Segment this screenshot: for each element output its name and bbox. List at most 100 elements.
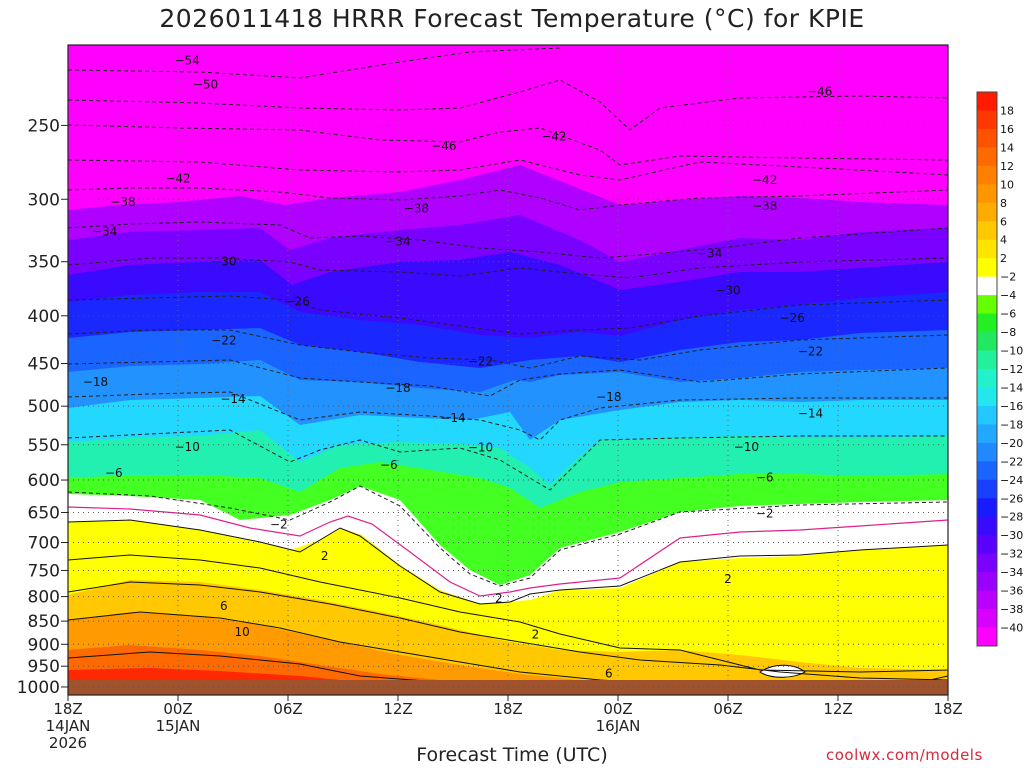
y-tick-label: 650 bbox=[28, 503, 60, 523]
colorbar-label: −24 bbox=[1000, 474, 1023, 487]
colorbar-label: −18 bbox=[1000, 418, 1023, 431]
contour-label: −14 bbox=[440, 411, 465, 425]
x-tick-label: 14JAN bbox=[46, 717, 91, 735]
contour-label: −30 bbox=[211, 255, 236, 269]
colorbar-label: −12 bbox=[1000, 363, 1023, 376]
x-tick-label: 00Z bbox=[163, 700, 192, 718]
x-tick-label: 18Z bbox=[493, 700, 522, 718]
contour-label: −38 bbox=[110, 195, 135, 209]
contour-label: −34 bbox=[697, 247, 722, 261]
colorbar-label: −38 bbox=[1000, 603, 1023, 616]
source-credit: coolwx.com/models bbox=[826, 746, 983, 764]
contour-label: −54 bbox=[175, 54, 200, 68]
colorbar-label: −36 bbox=[1000, 585, 1023, 598]
positive-contours bbox=[68, 519, 948, 695]
x-tick-label: 00Z bbox=[603, 700, 632, 718]
colorbar-swatch bbox=[977, 92, 997, 111]
y-tick-label: 850 bbox=[28, 612, 60, 632]
colorbar-swatch bbox=[977, 221, 997, 241]
colorbar-swatch bbox=[977, 627, 997, 647]
colorbar-swatch bbox=[977, 184, 997, 204]
contour-label: −26 bbox=[285, 294, 310, 308]
contour-label: 2 bbox=[724, 572, 732, 586]
x-tick-label: 16JAN bbox=[596, 717, 641, 735]
contour-label: −30 bbox=[715, 284, 740, 298]
colorbar-swatch bbox=[977, 516, 997, 536]
x-tick-label: 2026 bbox=[49, 734, 87, 752]
contour-label: −10 bbox=[468, 441, 493, 455]
contour-label: −2 bbox=[270, 518, 288, 532]
colorbar-label: −16 bbox=[1000, 400, 1023, 413]
contour-label: −46 bbox=[807, 85, 832, 99]
colorbar-swatch bbox=[977, 442, 997, 462]
x-tick-label: 15JAN bbox=[156, 717, 201, 735]
colorbar-swatch bbox=[977, 239, 997, 259]
contour-label: −42 bbox=[752, 173, 777, 187]
colorbar-label: 6 bbox=[1000, 215, 1007, 228]
colorbar-swatch bbox=[977, 572, 997, 592]
negative-contours bbox=[68, 47, 948, 587]
contour-label: −50 bbox=[193, 78, 218, 92]
colorbar-swatch bbox=[977, 202, 997, 222]
y-tick-marks bbox=[61, 124, 68, 688]
contour-label: 2 bbox=[321, 549, 329, 563]
contour-labels: −54 −50 −46 −46 −42 −42 −42 −38 −38 −38 −34 −34 −34 −… bbox=[83, 54, 832, 681]
colorbar-swatch bbox=[977, 590, 997, 610]
contour-label: −10 bbox=[175, 440, 200, 454]
contour-label: −46 bbox=[431, 139, 456, 153]
colorbar-label: −22 bbox=[1000, 455, 1023, 468]
contour-label: 2 bbox=[495, 592, 503, 606]
contour-label: −42 bbox=[541, 130, 566, 144]
colorbar-label: −6 bbox=[1000, 308, 1016, 321]
grid-lines bbox=[68, 45, 948, 695]
y-tick-label: 300 bbox=[28, 190, 60, 210]
colorbar-swatch bbox=[977, 350, 997, 370]
colorbar-swatch bbox=[977, 479, 997, 499]
contour-label: −22 bbox=[468, 355, 493, 369]
x-tick-label: 12Z bbox=[823, 700, 852, 718]
contour-label: 6 bbox=[220, 599, 228, 613]
colorbar-label: 14 bbox=[1000, 141, 1014, 154]
contour-label: −22 bbox=[211, 333, 236, 347]
colorbar-label: 12 bbox=[1000, 160, 1014, 173]
colorbar-legend: 18 16 14 12 10 8 6 4 2 −2 −4 −6 −8 −10 −12 −14 −16 −18 −20… bbox=[976, 91, 1023, 647]
colorbar-label: −26 bbox=[1000, 492, 1023, 505]
y-tick-label: 350 bbox=[28, 253, 60, 273]
ground bbox=[68, 680, 948, 695]
colorbar-label: −28 bbox=[1000, 511, 1023, 524]
y-tick-label: 900 bbox=[28, 635, 60, 655]
y-tick-label: 550 bbox=[28, 436, 60, 456]
freezing-contour bbox=[68, 506, 948, 597]
contour-label: 6 bbox=[605, 666, 613, 680]
x-tick-label: 18Z bbox=[933, 700, 962, 718]
y-tick-label: 450 bbox=[28, 355, 60, 375]
colorbar-label: 16 bbox=[1000, 123, 1014, 136]
colorbar-swatch bbox=[977, 332, 997, 352]
y-tick-label: 800 bbox=[28, 588, 60, 608]
y-tick-label: 250 bbox=[28, 116, 60, 136]
x-axis-label: Forecast Time (UTC) bbox=[416, 744, 608, 766]
colorbar-label: −4 bbox=[1000, 289, 1016, 302]
y-axis-ticks: 250 300 350 400 450 500 550 600 650 700 750 800 850 9… bbox=[17, 116, 60, 698]
contour-label: −38 bbox=[404, 202, 429, 216]
colorbar-label: −8 bbox=[1000, 326, 1016, 339]
contour-label: −34 bbox=[385, 235, 410, 249]
colorbar-frame bbox=[976, 91, 998, 647]
colorbar-label: 8 bbox=[1000, 197, 1007, 210]
colorbar-label: −32 bbox=[1000, 548, 1023, 561]
colorbar-label: −40 bbox=[1000, 622, 1023, 635]
x-tick-label: 12Z bbox=[383, 700, 412, 718]
colorbar-swatch bbox=[977, 424, 997, 444]
contour-label: −18 bbox=[83, 375, 108, 389]
contour-label: 2 bbox=[532, 628, 540, 642]
contour-label: −14 bbox=[798, 406, 823, 420]
colorbar-swatch bbox=[977, 128, 997, 148]
x-tick-label: 06Z bbox=[273, 700, 302, 718]
contour-label: −6 bbox=[756, 470, 774, 484]
colorbar-swatch bbox=[977, 147, 997, 167]
colorbar-swatch bbox=[977, 461, 997, 481]
colorbar-swatch bbox=[977, 369, 997, 388]
y-tick-label: 500 bbox=[28, 397, 60, 417]
